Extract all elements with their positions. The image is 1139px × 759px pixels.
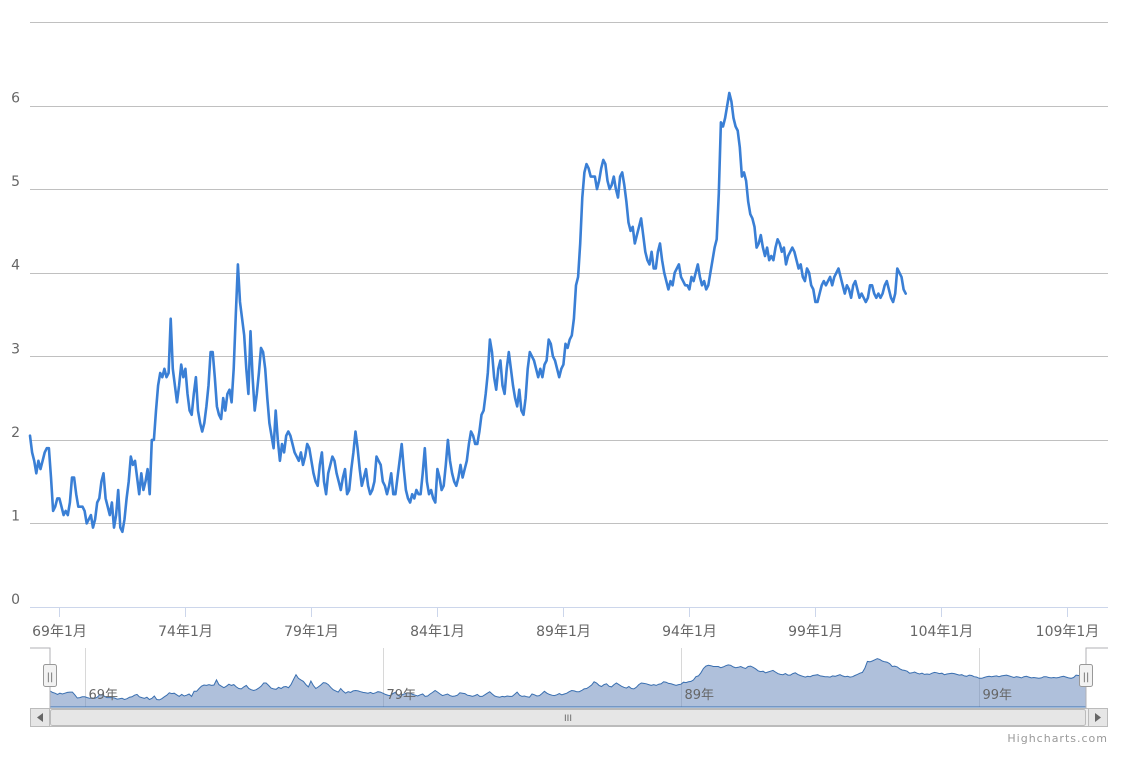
x-tick-label: 104年1月	[910, 624, 974, 640]
y-tick-label: 3	[11, 341, 20, 357]
handle-left-glyph: ||	[47, 672, 54, 683]
scrollbar[interactable]: III	[30, 708, 1108, 727]
x-tick-label: 99年1月	[788, 624, 843, 640]
arrow-right-icon	[1095, 713, 1101, 722]
y-tick-label: 1	[11, 508, 20, 524]
x-tick-label: 69年1月	[32, 624, 87, 640]
x-tick-label: 79年1月	[284, 624, 339, 640]
scroll-right-button[interactable]	[1088, 708, 1108, 727]
navigator-handle-left[interactable]: ||	[43, 664, 57, 687]
x-tick-label: 89年1月	[536, 624, 591, 640]
series-line	[28, 91, 907, 534]
navigator-label: 99年	[983, 688, 1013, 703]
navigator-label: 79年	[387, 688, 417, 703]
y-tick-label: 2	[11, 425, 20, 441]
navigator-outline	[30, 647, 1108, 708]
series-layer	[28, 91, 907, 534]
navigator-label: 89年	[685, 688, 715, 703]
navigator-label: 69年	[89, 688, 119, 703]
y-tick-label: 5	[11, 174, 20, 190]
x-tick-label: 109年1月	[1036, 624, 1100, 640]
navigator-labels: 69年79年89年99年109年	[89, 688, 1013, 703]
scroll-left-button[interactable]	[30, 708, 50, 727]
navigator[interactable]: 69年79年89年99年109年 || ||	[30, 647, 1139, 708]
y-gridlines	[30, 22, 1108, 608]
x-tick-label: 84年1月	[410, 624, 465, 640]
scrollbar-thumb[interactable]	[50, 709, 1086, 726]
navigator-area	[49, 658, 1087, 708]
scrollbar-grip: III	[564, 714, 572, 724]
navigator-series-layer	[49, 658, 1087, 708]
navigator-handle-right[interactable]: ||	[1079, 664, 1093, 687]
arrow-left-icon	[37, 713, 43, 722]
handle-right-glyph: ||	[1083, 672, 1090, 683]
credits-link[interactable]: Highcharts.com	[1007, 732, 1108, 745]
y-tick-label: 6	[11, 91, 20, 107]
y-tick-label: 4	[11, 258, 20, 274]
y-axis: 0 1 2 3 4 5 6	[11, 91, 20, 608]
x-tick-label: 94年1月	[662, 624, 717, 640]
x-axis: 69年1月 74年1月 79年1月 84年1月 89年1月 94年1月 99年1月 104年1…	[32, 607, 1099, 640]
x-tick-label: 74年1月	[158, 624, 213, 640]
y-tick-label: 0	[11, 592, 20, 608]
